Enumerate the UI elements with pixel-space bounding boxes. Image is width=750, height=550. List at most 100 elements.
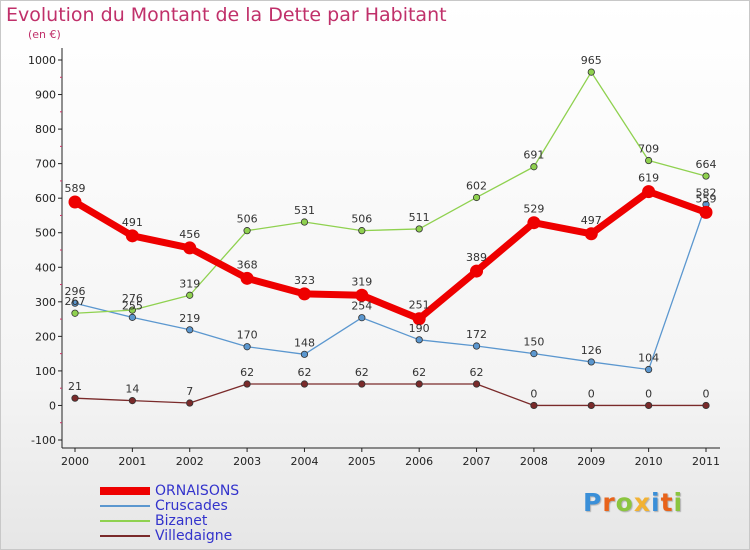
data-label-ornaisons: 251 — [409, 299, 430, 312]
data-point-cruscades — [530, 350, 538, 358]
data-label-villedaigne: 0 — [530, 387, 537, 400]
data-label-cruscades: 254 — [351, 300, 372, 313]
legend-swatch — [100, 535, 150, 537]
x-tick-label: 2003 — [233, 455, 261, 468]
data-point-cruscades — [358, 314, 366, 322]
data-label-villedaigne: 0 — [588, 387, 595, 400]
data-label-ornaisons: 497 — [581, 214, 602, 227]
logo-letter: o — [615, 488, 634, 517]
data-label-ornaisons: 389 — [466, 251, 487, 264]
legend-swatch — [100, 487, 150, 495]
data-label-villedaigne: 62 — [297, 366, 311, 379]
data-label-villedaigne: 62 — [240, 366, 254, 379]
data-label-ornaisons: 559 — [696, 192, 717, 205]
data-label-cruscades: 148 — [294, 336, 315, 349]
data-point-villedaigne — [300, 380, 309, 388]
data-point-cruscades — [186, 326, 194, 334]
data-point-bizanet — [587, 68, 595, 76]
data-point-bizanet — [472, 193, 481, 202]
data-point-ornaisons — [642, 185, 656, 199]
data-label-bizanet: 319 — [179, 277, 200, 290]
data-point-ornaisons — [470, 264, 484, 278]
data-label-bizanet: 276 — [122, 292, 143, 305]
legend-label: Cruscades — [155, 498, 228, 514]
data-point-cruscades — [472, 342, 481, 350]
y-tick-label: 800 — [35, 123, 56, 136]
legend-label: Villedaigne — [155, 528, 233, 544]
x-tick-label: 2009 — [577, 455, 605, 468]
x-tick-label: 2005 — [348, 455, 376, 468]
x-tick-label: 2000 — [61, 455, 89, 468]
data-label-cruscades: 126 — [581, 344, 602, 357]
data-point-cruscades — [128, 313, 136, 321]
data-label-cruscades: 170 — [237, 329, 258, 342]
data-label-cruscades: 219 — [179, 312, 200, 325]
data-point-villedaigne — [587, 401, 595, 410]
data-point-cruscades — [645, 365, 653, 374]
series-line-ornaisons — [71, 188, 710, 323]
data-point-villedaigne — [702, 401, 710, 410]
data-point-villedaigne — [645, 401, 653, 410]
data-point-ornaisons — [125, 229, 139, 243]
data-label-villedaigne: 0 — [703, 387, 710, 400]
y-tick-label: 700 — [35, 158, 56, 171]
data-point-villedaigne — [243, 380, 251, 388]
data-point-bizanet — [243, 227, 251, 235]
data-label-ornaisons: 368 — [237, 258, 258, 271]
data-label-cruscades: 104 — [638, 352, 659, 365]
legend-item-cruscades: Cruscades — [100, 499, 360, 514]
data-label-villedaigne: 14 — [125, 383, 139, 396]
legend-swatch — [100, 520, 150, 522]
data-label-ornaisons: 589 — [65, 182, 86, 195]
data-point-bizanet — [530, 163, 538, 171]
data-label-villedaigne: 21 — [68, 380, 82, 393]
data-point-ornaisons — [183, 241, 197, 255]
data-label-bizanet: 965 — [581, 54, 602, 67]
y-tick-label: 1000 — [28, 54, 56, 67]
data-point-ornaisons — [699, 205, 713, 219]
data-label-ornaisons: 529 — [523, 203, 544, 216]
x-tick-label: 2010 — [635, 455, 663, 468]
data-label-villedaigne: 7 — [186, 385, 193, 398]
data-point-bizanet — [186, 291, 194, 299]
x-tick-label: 2008 — [520, 455, 548, 468]
legend-item-villedaigne: Villedaigne — [100, 529, 360, 544]
data-point-ornaisons — [527, 216, 541, 230]
data-label-ornaisons: 456 — [179, 228, 200, 241]
y-tick-label: 200 — [35, 330, 56, 343]
x-tick-label: 2004 — [290, 455, 318, 468]
data-point-ornaisons — [584, 227, 598, 241]
data-label-villedaigne: 62 — [470, 366, 484, 379]
x-tick-label: 2007 — [463, 455, 491, 468]
y-tick-label: 600 — [35, 192, 56, 205]
data-label-bizanet: 709 — [638, 143, 659, 156]
logo-letter: i — [651, 488, 661, 517]
data-point-bizanet — [415, 225, 423, 233]
data-label-ornaisons: 323 — [294, 274, 315, 287]
data-point-ornaisons — [297, 287, 311, 301]
data-point-cruscades — [300, 350, 309, 358]
data-label-bizanet: 506 — [237, 213, 258, 226]
data-label-cruscades: 190 — [409, 322, 430, 335]
y-tick-label: 900 — [35, 89, 56, 102]
y-tick-label: 100 — [35, 365, 56, 378]
data-label-bizanet: 691 — [523, 149, 544, 162]
data-label-bizanet: 602 — [466, 179, 487, 192]
legend-swatch — [100, 505, 150, 507]
data-point-cruscades — [71, 299, 79, 307]
data-label-bizanet: 267 — [65, 295, 86, 308]
data-label-bizanet: 511 — [409, 211, 430, 224]
y-tick-label: 300 — [35, 296, 56, 309]
x-tick-label: 2011 — [692, 455, 720, 468]
data-label-ornaisons: 619 — [638, 172, 659, 185]
logo-letter: P — [583, 488, 603, 517]
logo-letter: t — [660, 488, 674, 517]
data-label-villedaigne: 0 — [645, 387, 652, 400]
legend-item-bizanet: Bizanet — [100, 514, 360, 529]
data-point-cruscades — [243, 343, 251, 351]
data-point-ornaisons — [412, 312, 426, 326]
data-point-villedaigne — [415, 380, 423, 388]
data-point-villedaigne — [186, 399, 194, 407]
